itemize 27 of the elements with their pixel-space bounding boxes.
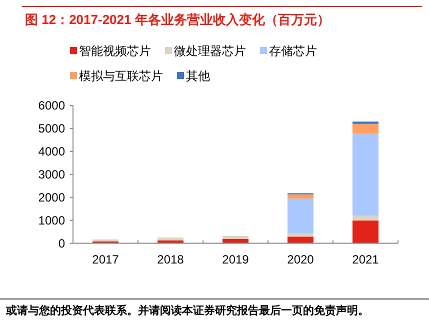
y-tick-label: 6000 bbox=[38, 98, 66, 112]
legend-label: 其他 bbox=[186, 69, 210, 83]
x-tick-label: 2017 bbox=[92, 252, 120, 266]
y-tick-label: 1000 bbox=[38, 213, 66, 228]
x-tick-label: 2021 bbox=[352, 252, 380, 266]
bar bbox=[222, 238, 248, 244]
bar bbox=[288, 236, 314, 244]
y-tick-label: 2000 bbox=[38, 190, 66, 204]
y-tick-label: 5000 bbox=[38, 121, 66, 136]
bar bbox=[352, 216, 378, 221]
y-tick-label: 4000 bbox=[38, 144, 66, 158]
bar bbox=[288, 233, 314, 237]
bar bbox=[352, 220, 378, 244]
bar bbox=[352, 124, 378, 134]
y-tick-label: 3000 bbox=[38, 167, 66, 182]
bar bbox=[288, 198, 314, 234]
y-tick-label: 0 bbox=[58, 236, 66, 250]
x-tick-label: 2019 bbox=[222, 252, 250, 266]
x-tick-label: 2018 bbox=[157, 252, 184, 266]
bar bbox=[352, 134, 378, 216]
chart-title: 图 12：2017-2021 年各业务营业收入变化（百万元） bbox=[25, 12, 330, 27]
legend-label: 存储芯片 bbox=[269, 44, 317, 58]
bar bbox=[158, 238, 184, 240]
bar bbox=[222, 236, 248, 239]
x-tick-label: 2020 bbox=[287, 252, 314, 266]
bar bbox=[288, 194, 314, 199]
text: 或请与您的投资代表联系。并请阅读本证券研究报告最后一页的免责声明。 bbox=[5, 304, 369, 317]
